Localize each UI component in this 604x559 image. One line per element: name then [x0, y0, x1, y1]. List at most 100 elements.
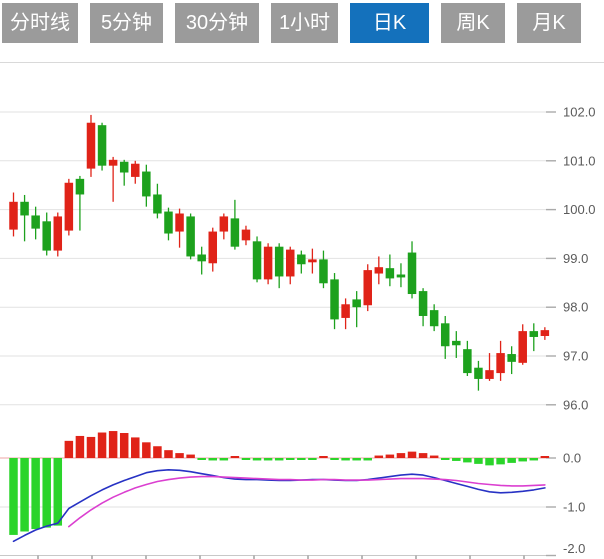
candle-body	[119, 161, 129, 173]
candle	[485, 353, 494, 381]
macd-bar-negative	[507, 458, 516, 463]
macd-bar-negative	[474, 458, 483, 464]
macd-bar-negative	[330, 458, 339, 460]
macd-bar-negative	[208, 458, 218, 461]
candle	[507, 346, 516, 375]
candle	[97, 122, 107, 171]
candle	[75, 175, 85, 231]
macd-bar-negative	[297, 458, 306, 460]
candle	[407, 241, 417, 299]
price-grid: 102.0 101.0 100.0 99.0 98.0 97.0 96.0	[0, 105, 596, 412]
candle-body	[75, 178, 85, 195]
candle	[175, 208, 184, 248]
candle	[53, 212, 63, 257]
candle-body	[230, 218, 240, 247]
candle	[374, 256, 384, 285]
tab-monthly-k[interactable]: 月K	[517, 3, 581, 43]
candle-body	[20, 201, 29, 216]
macd-bar-negative	[42, 458, 51, 528]
candles	[9, 114, 550, 391]
candle	[341, 298, 350, 330]
macd-bar-positive	[319, 456, 328, 458]
candle-body	[485, 370, 494, 379]
candle	[131, 160, 140, 184]
candle-body	[42, 221, 51, 251]
candle-body	[186, 216, 195, 257]
candle-body	[507, 354, 516, 362]
candle	[352, 291, 361, 328]
price-axis-label: 99.0	[563, 251, 588, 266]
candle	[440, 315, 450, 359]
candle	[197, 246, 206, 275]
candle-body	[53, 216, 63, 251]
tab-weekly-k[interactable]: 周K	[441, 3, 505, 43]
macd-bar-positive	[175, 453, 184, 458]
candle-body	[97, 125, 107, 166]
candle	[186, 213, 195, 260]
candle-body	[374, 267, 384, 274]
price-axis-label: 100.0	[563, 202, 596, 217]
candle	[274, 243, 284, 289]
candle-body	[286, 249, 295, 277]
candle-body	[319, 259, 328, 284]
candle-body	[496, 353, 505, 374]
macd-bar-negative	[219, 458, 229, 461]
candle	[540, 327, 550, 340]
candle	[452, 331, 461, 358]
tab-minute-line[interactable]: 分时线	[2, 3, 78, 43]
tab-1hour[interactable]: 1小时	[271, 3, 338, 43]
candle	[396, 263, 406, 288]
tab-daily-k[interactable]: 日K	[350, 3, 429, 43]
macd-bar-negative	[274, 458, 284, 461]
price-axis-label: 97.0	[563, 349, 588, 364]
candle-body	[407, 252, 417, 295]
macd-bar-positive	[385, 454, 395, 458]
candle-body	[164, 211, 173, 234]
candle	[330, 273, 339, 330]
candle-body	[308, 259, 317, 263]
candle-body	[363, 270, 372, 306]
price-axis-label: 101.0	[563, 153, 596, 168]
candle-body	[64, 182, 74, 231]
macd-bar-negative	[31, 458, 40, 530]
candle	[463, 340, 472, 377]
macd-bar-positive	[540, 456, 550, 458]
candle-body	[219, 216, 229, 232]
candle	[230, 199, 240, 250]
macd-bar-negative	[452, 458, 461, 461]
macd-bar-positive	[374, 455, 384, 458]
candle-body	[396, 274, 406, 278]
price-axis-label: 102.0	[563, 105, 596, 120]
macd-axis-label: 0.0	[563, 451, 581, 466]
macd-bar-positive	[108, 431, 118, 458]
macd-bar-positive	[418, 453, 428, 458]
macd-bar-positive	[64, 440, 74, 458]
price-axis-label: 96.0	[563, 397, 588, 412]
candle	[31, 206, 40, 240]
macd-bar-positive	[97, 432, 107, 458]
macd-bar-positive	[131, 437, 140, 458]
candle-body	[31, 215, 40, 229]
macd-bar-positive	[75, 435, 85, 458]
tab-5min[interactable]: 5分钟	[90, 3, 163, 43]
candle	[286, 246, 295, 285]
price-axis-label: 98.0	[563, 300, 588, 315]
tab-30min[interactable]: 30分钟	[175, 3, 259, 43]
macd-axis-label: -2.0	[563, 541, 585, 556]
candle	[9, 192, 18, 237]
candle	[20, 194, 29, 242]
macd-bar-positive	[396, 453, 406, 458]
macd-bar-negative	[9, 458, 18, 535]
candle	[64, 178, 74, 236]
candle-body	[452, 340, 461, 346]
period-tabbar: 分时线 5分钟 30分钟 1小时 日K 周K 月K	[2, 3, 581, 43]
candle-body	[252, 241, 262, 280]
candle-body	[297, 254, 306, 265]
macd-bar-negative	[53, 458, 63, 526]
candle-body	[474, 367, 483, 379]
candle-body	[241, 229, 251, 241]
macd-bar-positive	[186, 454, 195, 458]
macd-bar-negative	[197, 458, 206, 460]
candle-body	[263, 246, 273, 280]
